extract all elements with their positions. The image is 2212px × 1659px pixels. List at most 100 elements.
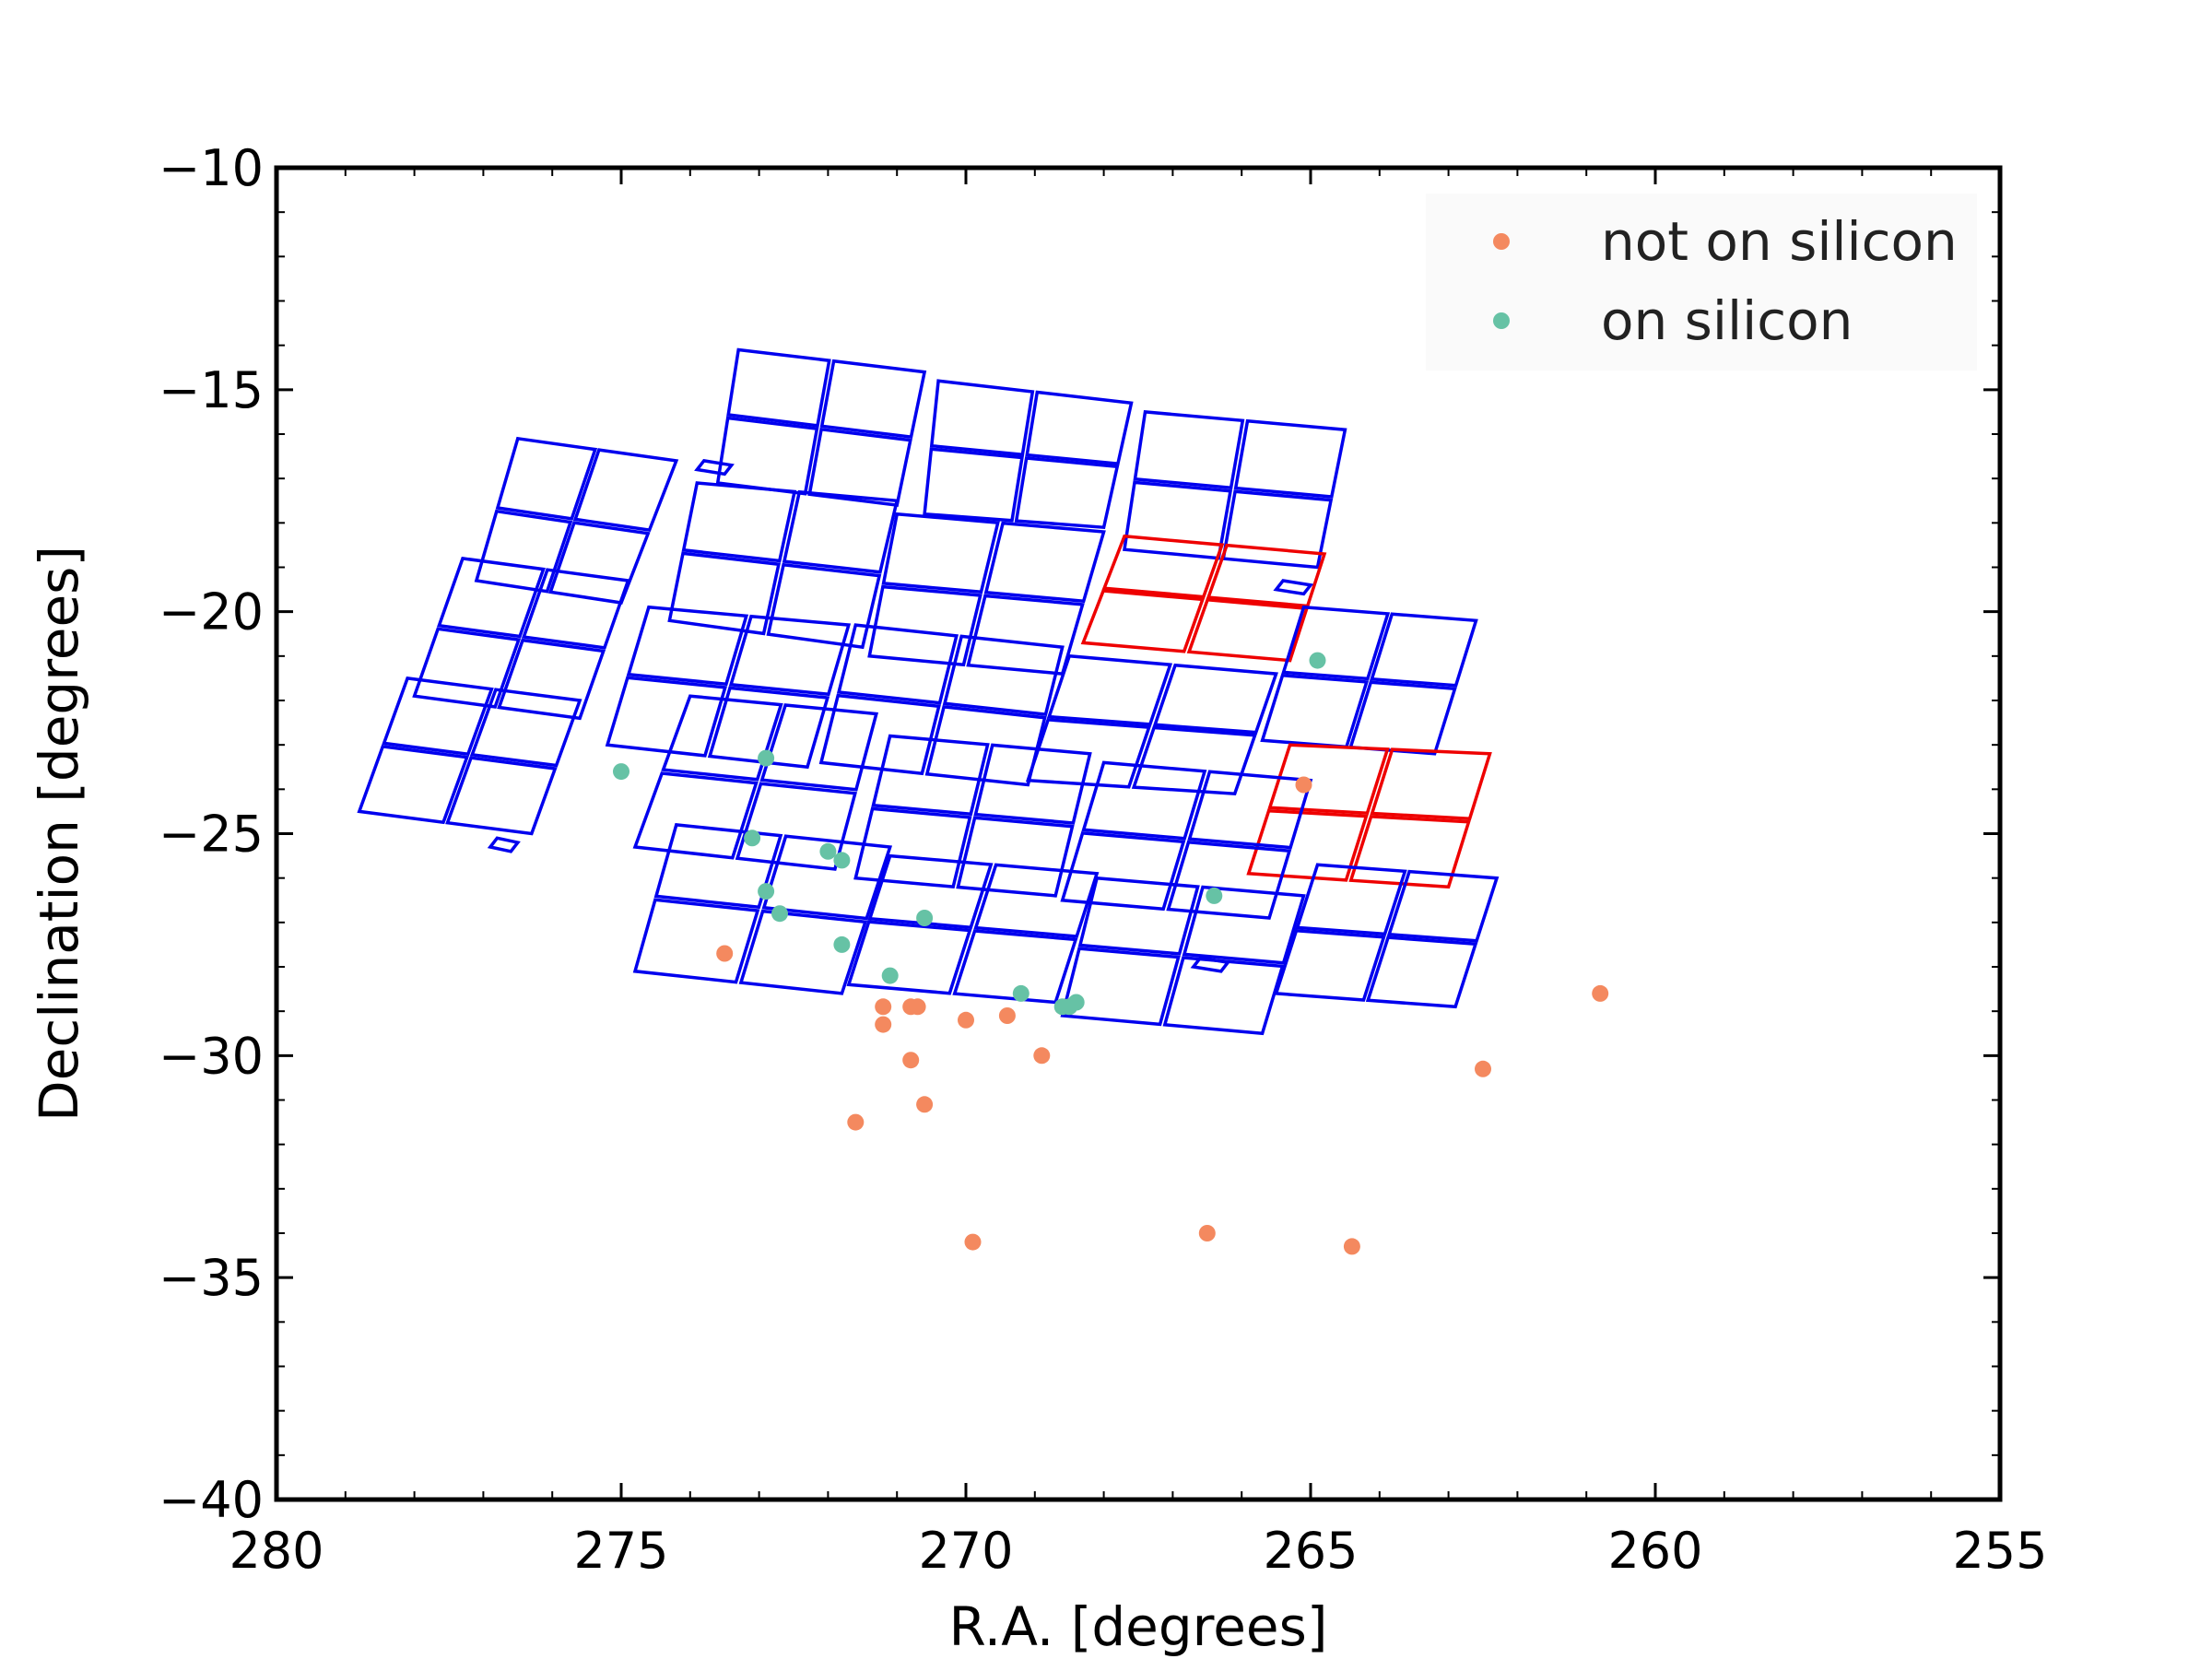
ccd-chip [853, 806, 972, 888]
ccd-chip [445, 756, 558, 836]
ccd-chip [1182, 885, 1306, 965]
ccd-chip [1365, 935, 1478, 1009]
ccd-chip [1187, 770, 1313, 850]
ccd-chip [846, 920, 972, 995]
data-point [819, 842, 837, 860]
data-point [909, 998, 926, 1016]
ccd-chip [412, 627, 522, 709]
ccd-module [923, 379, 1134, 530]
data-point [1592, 984, 1609, 1002]
ccd-chip [728, 614, 852, 697]
ccd-chip [469, 688, 582, 768]
ccd-footprint [357, 347, 1500, 1036]
legend: not on silicon on silicon [1426, 194, 1977, 371]
ccd-chip [1274, 928, 1386, 1002]
ccd-chip [1221, 489, 1334, 570]
ccd-chip [942, 634, 1065, 717]
y-tick-label: −10 [159, 139, 264, 197]
ccd-chip [681, 481, 797, 563]
ccd-chip [1295, 863, 1407, 936]
series-on-silicon [613, 652, 1326, 1016]
ccd-chip [1081, 760, 1207, 841]
data-point [1343, 1238, 1360, 1255]
axis-ticks [275, 166, 2002, 1501]
data-point [1012, 984, 1030, 1002]
ccd-chip [1025, 390, 1134, 465]
data-point [758, 883, 775, 900]
ccd-chip [973, 863, 1100, 938]
ccd-chip [867, 853, 994, 930]
data-point [1033, 1047, 1051, 1065]
data-point [916, 910, 934, 926]
y-tick-label: −15 [159, 361, 264, 419]
ccd-chip [661, 694, 783, 782]
ccd-chip [929, 379, 1035, 457]
focus-chip [487, 836, 521, 853]
data-point [833, 935, 851, 953]
ccd-chip [1348, 815, 1471, 889]
ccd-chip [766, 562, 882, 650]
ccd-chip [836, 623, 959, 705]
x-tick-label: 280 [229, 1522, 324, 1580]
ccd-module [1060, 760, 1313, 920]
ccd-chip [738, 909, 868, 995]
data-point [1198, 1225, 1216, 1241]
ccd-chip [521, 568, 630, 650]
ccd-module [632, 823, 893, 995]
legend-box [1426, 194, 1977, 371]
ccd-chip [1060, 831, 1186, 912]
ccd-chip [474, 509, 573, 594]
focus-chip [1190, 956, 1231, 973]
ccd-chip [1133, 410, 1245, 490]
ccd-chip [667, 551, 782, 636]
ccd-module [412, 556, 630, 721]
data-point [964, 1233, 982, 1251]
ccd-chip [1246, 808, 1369, 882]
ccd-chip [632, 771, 759, 860]
y-tick-label: −25 [159, 806, 264, 864]
ccd-module [818, 623, 1065, 787]
ccd-chip [867, 584, 982, 667]
data-point [902, 1052, 920, 1069]
ccd-chip [871, 734, 990, 817]
ccd-chip [761, 834, 893, 921]
ccd-chip [1281, 605, 1391, 681]
focus-chip [694, 459, 735, 477]
ccd-chip [881, 512, 1000, 594]
data-point [998, 1007, 1016, 1024]
x-tick-label: 260 [1607, 1522, 1702, 1580]
ccd-chip [1370, 612, 1478, 688]
ccd-chip [782, 489, 900, 574]
ccd-chip [653, 823, 783, 910]
ccd-module [1060, 876, 1306, 1036]
ccd-chip [1014, 456, 1120, 530]
ccd-module [1274, 863, 1500, 1009]
legend-marker-not-on-silicon [1493, 233, 1510, 250]
data-point [833, 852, 851, 869]
data-point [771, 905, 788, 923]
ccd-chip [973, 743, 1092, 825]
ccd-chip [1152, 663, 1278, 735]
ccd-chip [495, 436, 598, 521]
scatter-points [613, 652, 1609, 1255]
ccd-chip [1046, 653, 1173, 726]
data-point [1067, 994, 1085, 1011]
ccd-chip [1060, 947, 1181, 1027]
ccd-chip [382, 676, 494, 757]
data-point [847, 1113, 865, 1131]
ccd-chip [983, 521, 1106, 604]
series-not-on-silicon [716, 776, 1609, 1255]
ccd-module [667, 481, 900, 650]
ccd-chip [1186, 597, 1310, 663]
ccd-module [1246, 743, 1492, 889]
ccd-chip [1162, 956, 1285, 1036]
x-tick-label: 265 [1263, 1522, 1358, 1580]
ccd-chip [924, 704, 1047, 787]
ccd-chip [437, 556, 546, 639]
ccd-module [357, 676, 582, 836]
legend-marker-on-silicon [1493, 312, 1510, 329]
legend-label-not-on-silicon: not on silicon [1601, 210, 1958, 273]
x-axis-label: R.A. [degrees] [949, 1595, 1328, 1658]
ccd-chip [626, 605, 749, 687]
